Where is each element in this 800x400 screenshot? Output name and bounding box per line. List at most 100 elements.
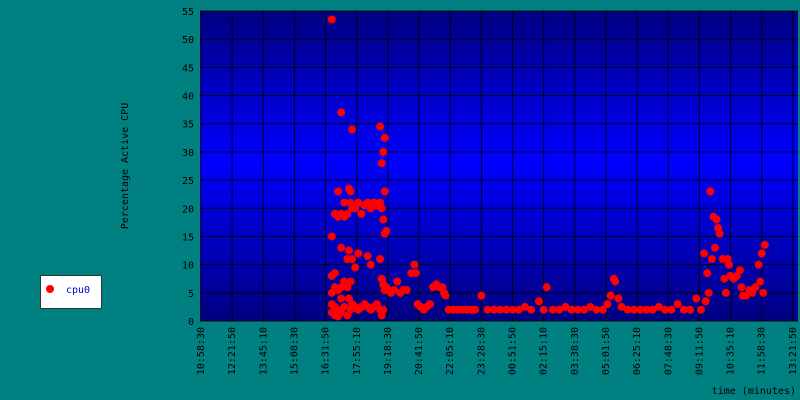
- data-point: [712, 215, 721, 224]
- data-point: [703, 269, 712, 278]
- data-point: [363, 252, 372, 261]
- y-tick-label: 5: [188, 289, 194, 300]
- x-tick-label: 19:18:30: [383, 327, 394, 375]
- x-tick-label: 10:58:30: [196, 327, 207, 375]
- data-point: [707, 255, 716, 263]
- data-point: [629, 305, 638, 314]
- data-point: [346, 187, 355, 196]
- y-tick-label: 45: [182, 63, 194, 74]
- data-point: [623, 305, 632, 314]
- data-point: [617, 302, 626, 311]
- data-point: [567, 305, 576, 314]
- data-point: [542, 283, 551, 292]
- plot-area: [200, 11, 798, 321]
- legend: cpu0: [40, 275, 102, 309]
- data-point: [679, 305, 688, 314]
- data-point: [337, 243, 346, 252]
- data-point: [471, 305, 480, 314]
- data-point: [735, 266, 744, 275]
- legend-marker: [46, 285, 54, 293]
- data-point: [642, 305, 651, 314]
- series-cpu0: [327, 15, 769, 321]
- data-point: [380, 133, 389, 142]
- x-tick-label: 00:51:50: [508, 327, 519, 375]
- data-point: [706, 187, 715, 196]
- data-point: [411, 269, 420, 278]
- y-tick-label: 50: [182, 35, 194, 46]
- data-point: [534, 297, 543, 306]
- x-tick-label: 03:38:30: [570, 327, 581, 375]
- legend-label-cpu0: cpu0: [66, 285, 91, 296]
- data-point: [496, 305, 505, 314]
- data-point: [606, 291, 615, 300]
- data-point: [686, 305, 695, 314]
- x-tick-label: 16:31:50: [321, 327, 332, 375]
- data-point: [759, 288, 768, 297]
- data-point: [724, 260, 733, 269]
- data-point: [348, 125, 357, 134]
- data-point: [667, 305, 676, 314]
- data-point: [636, 305, 645, 314]
- data-point: [580, 305, 589, 314]
- data-point: [508, 305, 517, 314]
- y-tick-label: 20: [182, 204, 194, 215]
- data-point: [757, 249, 766, 258]
- data-point: [710, 243, 719, 252]
- data-point: [327, 232, 336, 241]
- x-tick-labels: 10:58:30 12:21:50 13:45:10 15:08:30 16:31:50…: [196, 327, 799, 375]
- data-point: [614, 294, 623, 303]
- data-point: [760, 240, 769, 249]
- data-point: [344, 246, 353, 255]
- data-point: [354, 249, 363, 258]
- data-point: [548, 305, 557, 314]
- data-point: [527, 305, 536, 314]
- x-tick-label: 17:55:10: [352, 327, 363, 375]
- data-point: [402, 286, 411, 294]
- y-axis-label: Percentage Active CPU: [120, 103, 131, 229]
- data-point: [489, 305, 498, 314]
- data-point: [704, 288, 713, 297]
- data-point: [337, 294, 346, 303]
- data-point: [592, 305, 601, 314]
- data-point: [354, 198, 363, 207]
- x-tick-label: 02:15:10: [539, 327, 550, 375]
- x-tick-label: 05:01:50: [601, 327, 612, 375]
- data-point: [598, 305, 607, 314]
- data-point: [648, 305, 657, 314]
- data-point: [483, 305, 492, 314]
- data-point: [380, 187, 389, 196]
- data-point: [379, 305, 388, 314]
- x-tick-label: 13:45:10: [258, 327, 269, 375]
- data-point: [390, 286, 399, 294]
- data-point: [661, 305, 670, 314]
- x-tick-label: 10:35:10: [726, 327, 737, 375]
- data-point: [357, 209, 366, 218]
- data-point: [334, 187, 343, 196]
- data-point: [340, 198, 349, 207]
- x-tick-label: 06:25:10: [632, 327, 643, 375]
- x-tick-label: 09:11:50: [694, 327, 705, 375]
- data-point: [555, 305, 564, 314]
- x-tick-label: 23:28:30: [476, 327, 487, 375]
- data-point: [376, 122, 385, 131]
- data-point: [425, 300, 434, 309]
- y-tick-label: 35: [182, 120, 194, 131]
- data-point: [696, 305, 705, 314]
- y-tick-label: 10: [182, 261, 194, 272]
- data-point: [756, 277, 765, 286]
- x-tick-label: 22:05:10: [445, 327, 456, 375]
- y-tick-labels: 0 5 10 15 20 25 30 35 40 45 50 55: [182, 7, 194, 328]
- data-point: [376, 255, 385, 263]
- data-point: [366, 260, 375, 269]
- data-point: [539, 305, 548, 314]
- data-point: [351, 263, 360, 272]
- data-point: [737, 283, 746, 292]
- data-point: [441, 291, 450, 300]
- data-point: [715, 229, 724, 238]
- x-tick-label: 13:21:50: [788, 327, 799, 375]
- data-point: [340, 302, 349, 311]
- data-point: [337, 108, 346, 117]
- data-point: [603, 300, 612, 309]
- x-tick-label: 07:48:30: [663, 327, 674, 375]
- data-point: [611, 277, 620, 286]
